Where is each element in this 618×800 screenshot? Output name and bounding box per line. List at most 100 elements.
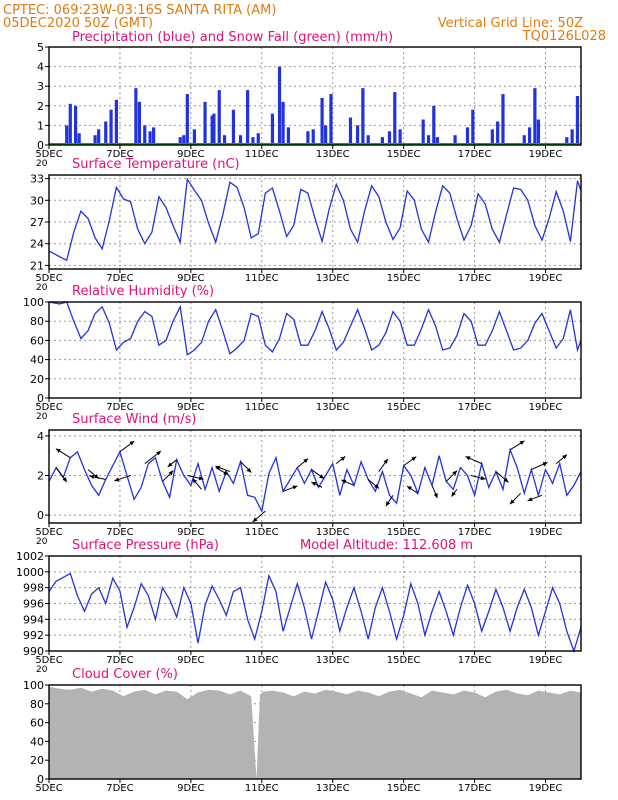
meteogram-panels: 0 1 2 3 4 5 5DEC 7DEC 9DEC 11DEC 13DEC 15DEC 17DEC 19… xyxy=(16,30,582,794)
pressure-title: Surface Pressure (hPa) xyxy=(72,538,219,553)
precip-bar xyxy=(65,125,69,145)
station-label: CPTEC: 069:23W-03:16S SANTA RITA (AM) xyxy=(3,3,276,18)
temp-xtick-label: 5DEC xyxy=(35,273,62,284)
temp-ytick-label: 21 xyxy=(30,259,44,272)
precip-xtick-label: 17DEC xyxy=(458,149,492,160)
wind-arrow-head xyxy=(451,491,456,497)
precip-bar xyxy=(348,117,353,145)
precip-bar xyxy=(501,94,505,145)
wind-arrow-head xyxy=(62,477,67,482)
precip-bar xyxy=(570,129,574,145)
wind-arrow-head xyxy=(223,470,229,475)
precip-bar xyxy=(453,135,457,145)
precip-ytick-label: 1 xyxy=(37,119,44,132)
pressure-xtick-label: 15DEC xyxy=(387,655,421,666)
precip-bar xyxy=(93,135,97,145)
precip-xtick-label: 11DEC xyxy=(245,149,279,160)
cloud-panel: 0 20 40 60 80 100 5DEC 7DEC 9DEC 11DEC 13DEC 15DEC 1… xyxy=(23,667,582,794)
cloud-xtick-label: 11DEC xyxy=(245,783,279,794)
temp-xtick-label: 9DEC xyxy=(177,273,204,284)
precip-bar xyxy=(421,119,425,145)
temp-year-fragment: 20 xyxy=(36,283,48,293)
precip-frame xyxy=(48,46,582,146)
precip-bar xyxy=(152,127,156,145)
wind-line xyxy=(48,447,582,514)
precip-bar xyxy=(426,135,431,145)
rh-ytick-label: 60 xyxy=(30,334,44,347)
precip-bar xyxy=(320,97,324,145)
wind-arrow-head xyxy=(252,517,258,522)
pressure-ytick-label: 990 xyxy=(23,645,44,658)
precip-ytick-label: 4 xyxy=(37,61,44,74)
precip-xtick-label: 15DEC xyxy=(387,149,421,160)
precip-bar xyxy=(311,129,315,145)
precip-xtick-label: 9DEC xyxy=(177,149,204,160)
wind-arrow-head xyxy=(411,456,417,462)
pressure-xtick-label: 19DEC xyxy=(529,655,563,666)
rh-line xyxy=(48,301,582,356)
rh-frame xyxy=(48,301,582,399)
rh-xtick-label: 9DEC xyxy=(177,402,204,413)
cloud-ytick-label: 20 xyxy=(30,754,44,767)
temp-xtick-label: 13DEC xyxy=(316,273,350,284)
precip-xtick-label: 13DEC xyxy=(316,149,350,160)
temp-ytick-label: 33 xyxy=(30,173,44,186)
precip-bar xyxy=(527,127,532,145)
wind-arrow-head xyxy=(452,470,458,476)
wind-arrow-head xyxy=(129,440,135,446)
wind-ytick-label: 0 xyxy=(37,509,44,522)
rh-xtick-label: 7DEC xyxy=(106,402,133,413)
wind-arrow-head xyxy=(383,458,388,464)
precip-bar xyxy=(277,66,282,145)
pressure-year-fragment: 20 xyxy=(36,665,48,675)
precip-gridlines xyxy=(49,47,581,145)
precip-bar xyxy=(251,137,255,145)
precip-bar xyxy=(536,119,541,145)
precip-bar xyxy=(393,92,397,145)
precip-bar xyxy=(246,90,250,145)
precip-bar xyxy=(134,88,138,145)
rh-xtick-label: 17DEC xyxy=(458,402,492,413)
temp-title: Surface Temperature (nC) xyxy=(72,157,240,172)
precip-bar xyxy=(565,137,569,145)
precip-bar xyxy=(203,101,207,145)
rh-xtick-label: 5DEC xyxy=(35,402,62,413)
pressure-gridlines xyxy=(49,556,581,651)
precip-bar xyxy=(222,135,227,145)
precip-bar xyxy=(286,127,290,145)
wind-arrow-head xyxy=(246,467,252,473)
grid-line-label: Vertical Grid Line: 50Z xyxy=(438,16,583,31)
wind-arrow-head xyxy=(527,497,533,502)
precip-bar xyxy=(387,131,392,145)
wind-arrow-head xyxy=(509,499,515,505)
temp-gridlines xyxy=(49,175,581,269)
precip-ytick-label: 3 xyxy=(37,80,44,93)
pressure-xtick-label: 11DEC xyxy=(245,655,279,666)
wind-ytick-label: 4 xyxy=(37,430,44,443)
precip-bar xyxy=(355,125,360,145)
wind-arrow-head xyxy=(168,470,174,476)
precip-bar xyxy=(361,88,365,145)
rh-ytick-label: 0 xyxy=(37,392,44,405)
rh-gridlines xyxy=(49,302,581,398)
cloud-ytick-label: 80 xyxy=(30,698,44,711)
rh-ytick-label: 80 xyxy=(30,315,44,328)
cloud-ytick-label: 40 xyxy=(30,735,44,748)
wind-arrow-head xyxy=(114,477,120,482)
precip-bar xyxy=(182,135,186,145)
precip-bar xyxy=(398,129,402,145)
pressure-ytick-label: 1000 xyxy=(16,566,44,579)
wind-xtick-label: 11DEC xyxy=(245,527,279,538)
precip-bar xyxy=(490,129,494,145)
cloud-xtick-label: 19DEC xyxy=(529,783,563,794)
precip-xtick-label: 7DEC xyxy=(106,149,133,160)
cloud-xtick-label: 17DEC xyxy=(458,783,492,794)
precip-xtick-label: 5DEC xyxy=(35,149,62,160)
cloud-xtick-label: 15DEC xyxy=(387,783,421,794)
wind-panel: 0 2 4 5DEC 7DEC 9DEC 11DEC 13DEC 15DEC 17DEC 19DEC… xyxy=(35,412,582,547)
cloud-cover-area xyxy=(49,686,581,779)
precip-bar xyxy=(522,135,526,145)
wind-arrow-head xyxy=(542,462,548,467)
pressure-xtick-label: 13DEC xyxy=(316,655,350,666)
pressure-xtick-label: 17DEC xyxy=(458,655,492,666)
